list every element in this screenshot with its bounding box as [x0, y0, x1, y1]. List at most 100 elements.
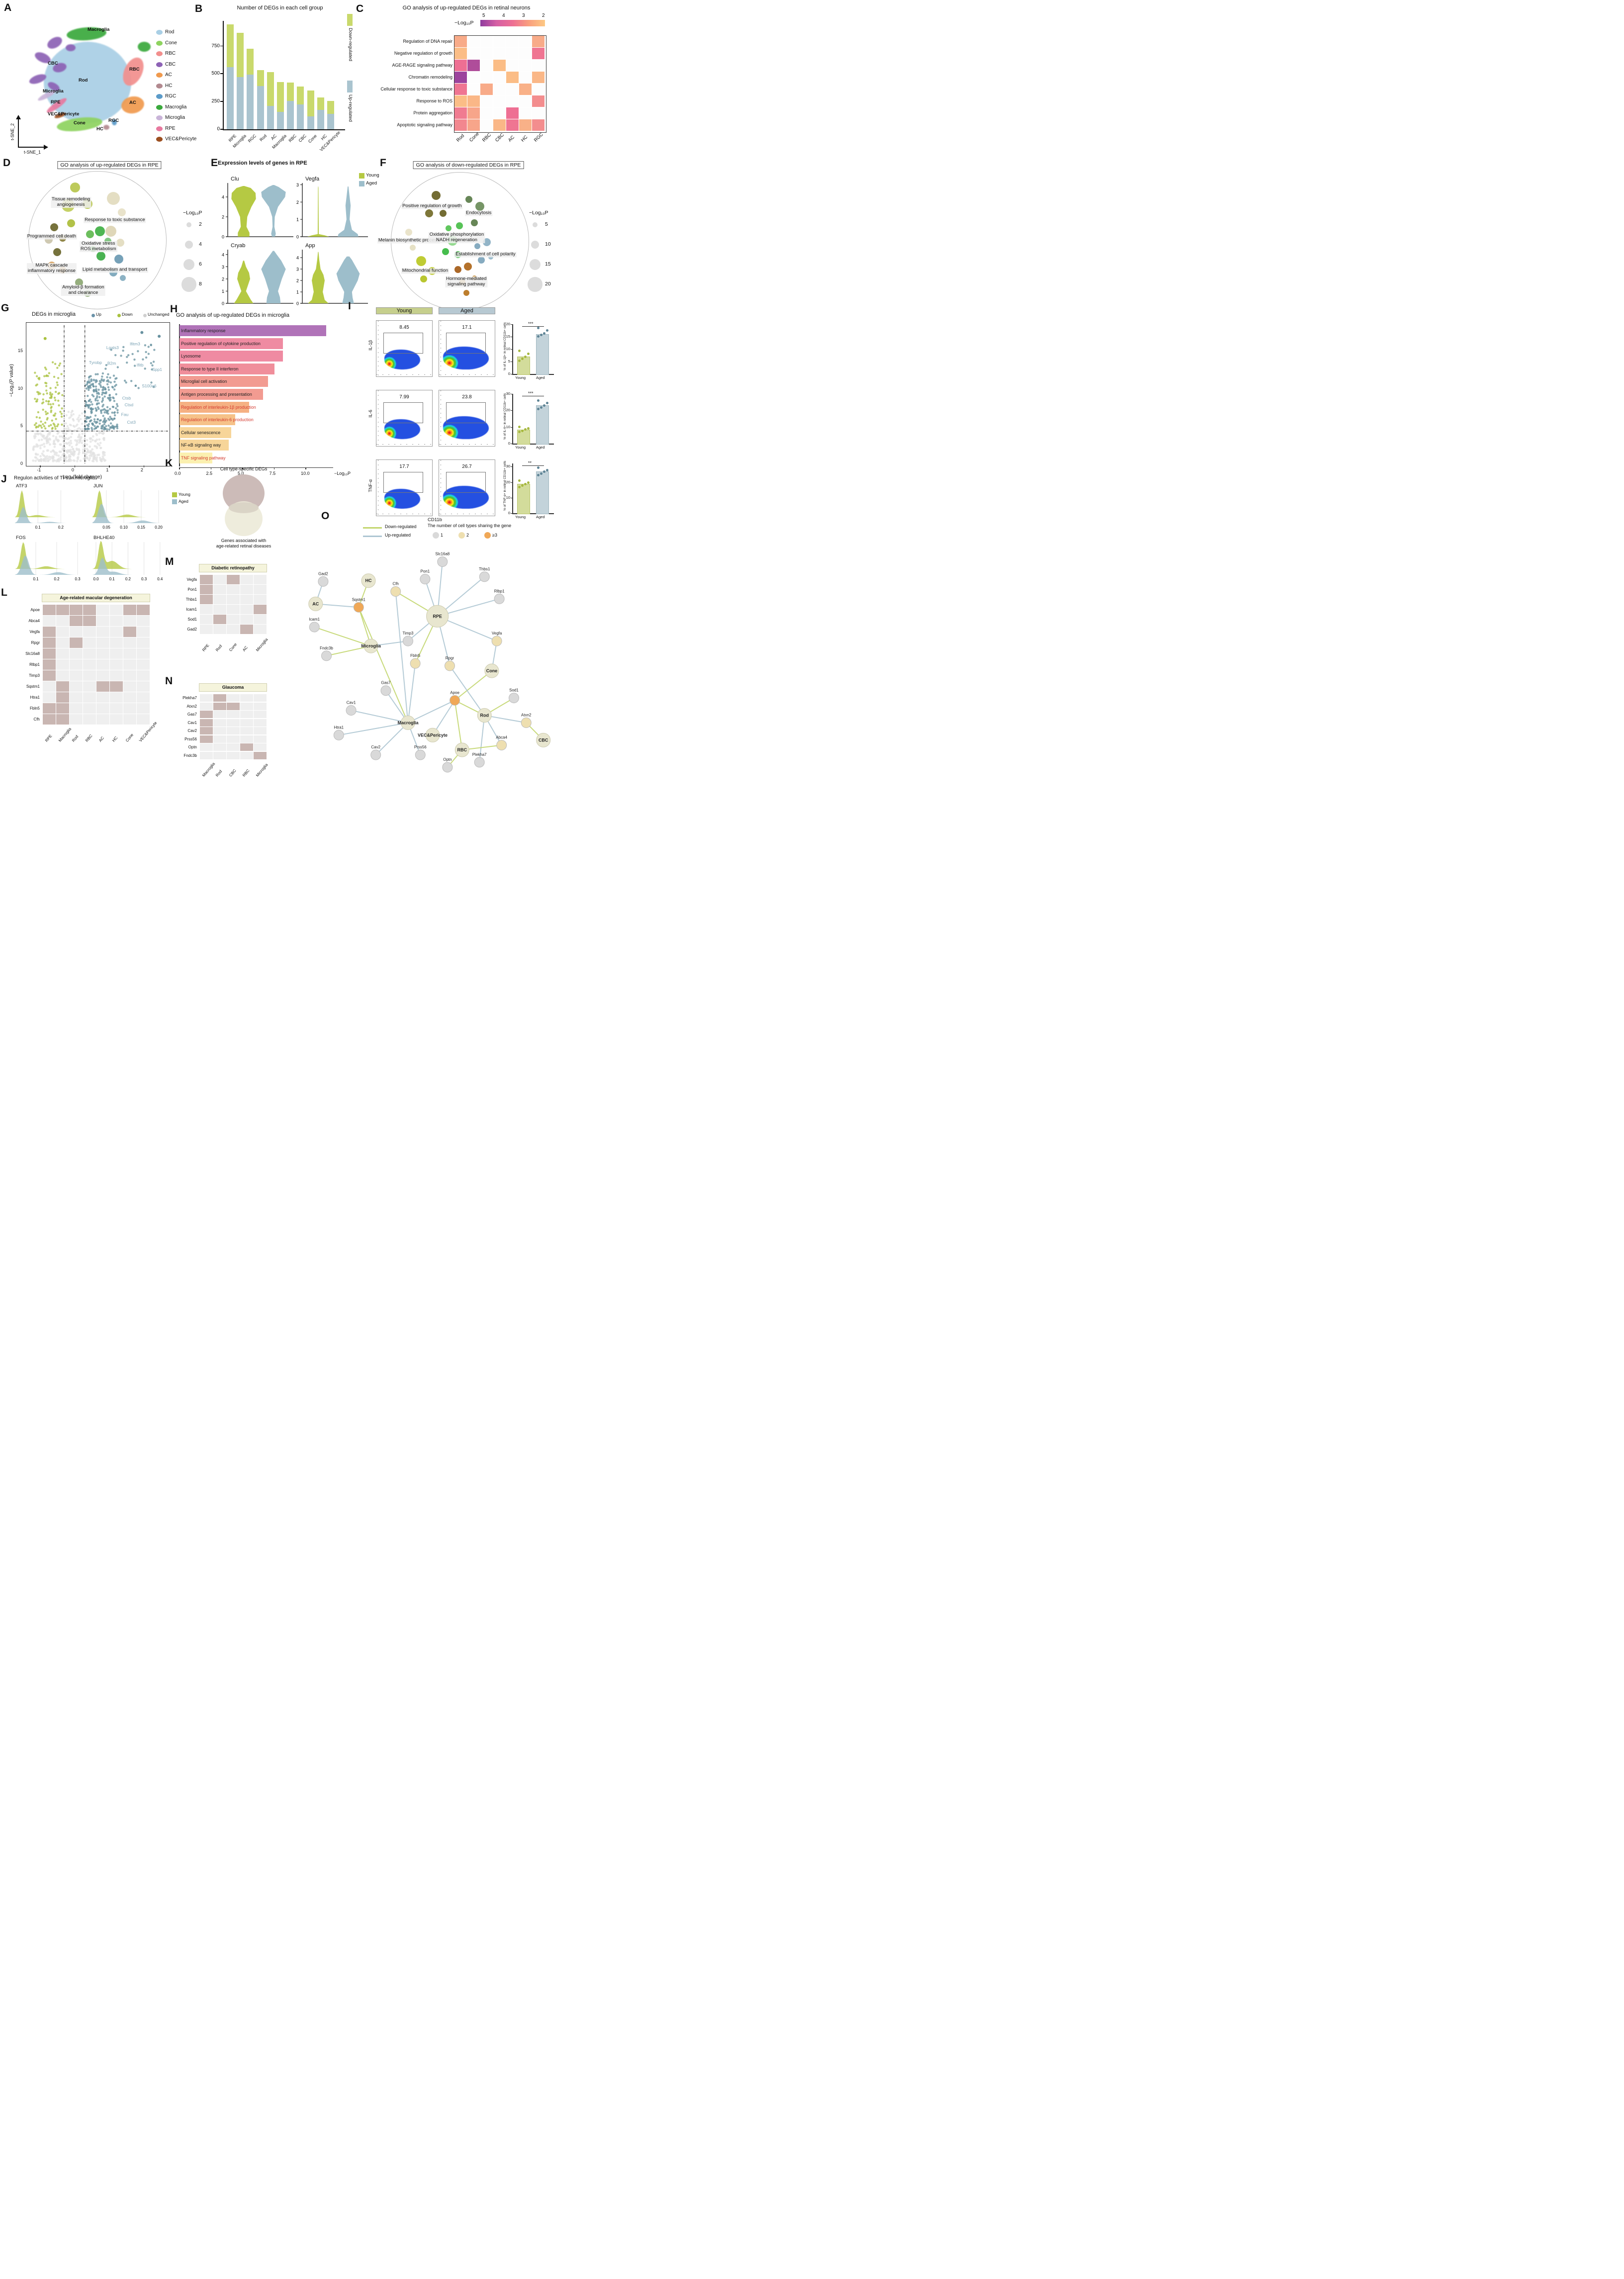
heat-cell: [454, 84, 467, 95]
flow-gate: [383, 472, 423, 493]
x-tick: 0.0: [175, 470, 181, 476]
aged-dot: [546, 402, 548, 405]
legend-node-label: 1: [441, 533, 444, 538]
young-dot: [524, 355, 527, 358]
legend-size-label: 10: [545, 241, 551, 247]
tsne-cluster-label: RGC: [108, 118, 119, 123]
bar-x-young: Young: [515, 515, 526, 519]
legend-bubble: [529, 259, 541, 271]
legend-label: AC: [165, 72, 172, 78]
aged-dot: [537, 408, 540, 410]
binary-cell: [137, 627, 150, 637]
heat-cell: [506, 84, 519, 95]
binary-cell: [213, 702, 226, 710]
binary-cell: [96, 648, 109, 659]
bar-down-CBC: [297, 87, 304, 104]
svg-text:0.3: 0.3: [141, 577, 147, 581]
go-bar: [180, 338, 283, 349]
binary-cell: [200, 625, 213, 634]
bar-down-RPE: [227, 24, 234, 68]
binary-cell: [254, 615, 267, 624]
aged-bar: [536, 334, 549, 375]
young-dot: [527, 481, 530, 484]
flow-gate-value: 17.7: [399, 464, 409, 469]
gene-name: Clu: [231, 176, 239, 182]
flow-row-ylabel: IL-6: [368, 410, 373, 418]
x-tick: -1: [37, 467, 41, 472]
legend-label: Aged: [179, 499, 188, 504]
cell-col-label: RPE: [44, 733, 53, 743]
flow-gate-value: 8.45: [399, 325, 409, 330]
heat-cell: [467, 95, 480, 107]
cell-col-label: Cone: [228, 642, 238, 652]
go-term-label: Tissue remodeling angiogenesis: [50, 196, 91, 208]
binary-cell: [213, 719, 226, 727]
legend-node-swatch: [484, 532, 491, 539]
young-dot: [518, 359, 521, 362]
cell-col-label: HC: [111, 735, 119, 743]
binary-cell: [70, 638, 83, 648]
gene-name: Vegfa: [305, 176, 320, 182]
go-bubble: [471, 219, 478, 227]
bar-y-tick: 10: [506, 424, 510, 429]
y-tick: 0: [217, 126, 220, 132]
legend-size-label: 8: [199, 281, 202, 287]
gene-row-label: Slc16a8: [25, 651, 40, 656]
svg-text:B2m: B2m: [107, 361, 116, 366]
tsne-cluster-label: Cone: [74, 120, 86, 126]
binary-cell: [213, 575, 226, 584]
legend-label: RGC: [165, 93, 177, 99]
col-label: RBC: [481, 132, 492, 143]
young-dot: [518, 431, 521, 433]
binary-cell: [227, 743, 240, 751]
flow-gate: [446, 402, 486, 423]
bar-down-RBC: [287, 83, 294, 101]
heat-cell: [506, 119, 519, 131]
network-node-label-Plekha7: Plekha7: [472, 752, 487, 757]
legend-size-label: 4: [199, 241, 202, 247]
legend-label: Young: [366, 173, 379, 178]
svg-text:1: 1: [296, 290, 299, 295]
legend-nodes-title: The number of cell types sharing the gen…: [428, 523, 512, 528]
go-bar-label: TNF signaling pathway: [181, 456, 226, 460]
bubble-boundary: [28, 171, 167, 309]
binary-cell: [240, 719, 253, 727]
go-bubble: [488, 255, 494, 260]
heat-cell: [506, 36, 519, 47]
binary-cell: [43, 659, 56, 670]
go-bubble: [410, 244, 416, 251]
legend-swatch-Microglia: [156, 115, 163, 120]
colorbar-tick: 4: [502, 13, 505, 18]
x-tick: 5.0: [238, 470, 244, 476]
bar-up-AC: [267, 106, 274, 129]
go-bubble: [416, 256, 426, 267]
go-bar-label: Lysosome: [181, 354, 201, 359]
binary-cell: [137, 714, 150, 725]
flow-plot: 8.45: [376, 320, 433, 377]
panel-label-g: G: [1, 302, 9, 314]
heat-cell: [480, 107, 493, 119]
svg-text:Apoe: Apoe: [88, 377, 97, 382]
gene-row-label: Prss56: [184, 736, 197, 741]
network-node-label-Pon1: Pon1: [421, 569, 430, 574]
legend-label: RBC: [165, 51, 176, 56]
gene-row-label: Abca4: [28, 619, 40, 623]
legend-label: RPE: [165, 125, 176, 131]
legend-edge-label: Up-regulated: [385, 533, 411, 538]
go-bubble: [96, 252, 106, 261]
binary-cell: [56, 670, 69, 681]
bar-x-aged: Aged: [536, 375, 545, 380]
panel-venn: Cell type-specific DEGs Genes associated …: [179, 462, 308, 562]
go-bar-label: NF-κB signaling way: [181, 443, 221, 448]
go-term-label: Endocytosis: [465, 210, 493, 216]
go-bubble: [420, 275, 428, 283]
legend-label: Down-regulated: [348, 28, 353, 62]
flow-gate-value: 26.7: [462, 464, 472, 469]
gene-row-label: Vegfa: [186, 577, 197, 582]
network-node-label-Rpgr: Rpgr: [446, 656, 454, 660]
binary-cell: [240, 743, 253, 751]
legend-label: Up-regulated: [348, 94, 353, 122]
svg-text:0.4: 0.4: [157, 577, 163, 581]
tsne-cluster-label: HC: [96, 126, 103, 132]
panel-glaucoma-heatmap: Glaucoma Plekha7 Atxn2 Gas7 Cav1 Cav2 Prss56 Op…: [167, 679, 302, 782]
